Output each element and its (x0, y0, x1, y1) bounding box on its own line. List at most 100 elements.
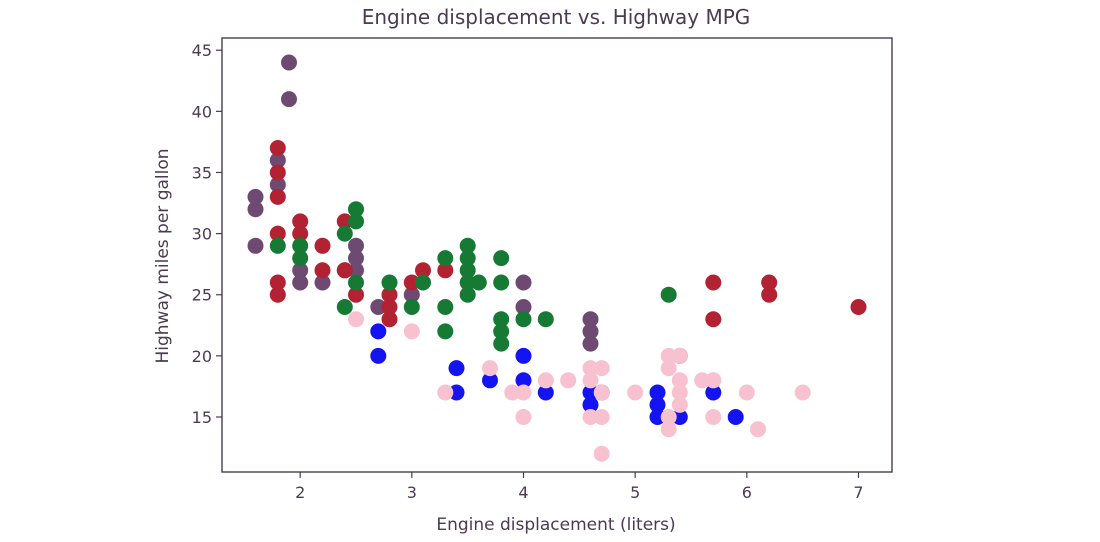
data-point (537, 372, 554, 389)
data-point (292, 262, 309, 279)
data-point (582, 311, 599, 328)
data-point (381, 286, 398, 303)
data-point (582, 372, 599, 389)
data-point (582, 396, 599, 413)
data-point (515, 409, 532, 425)
data-point (671, 347, 688, 364)
data-point (515, 347, 532, 364)
chart-title: Engine displacement vs. Highway MPG (362, 5, 751, 29)
data-point (705, 409, 722, 425)
data-point (336, 213, 353, 230)
data-point (437, 384, 454, 401)
data-point (671, 396, 688, 413)
data-point (269, 225, 286, 242)
data-point (381, 299, 398, 315)
data-point (705, 311, 722, 328)
data-point (504, 384, 521, 401)
data-point (459, 274, 476, 291)
x-tick-label: 4 (518, 483, 528, 502)
data-point (649, 409, 666, 425)
data-point (537, 384, 554, 401)
data-point (292, 274, 309, 291)
data-point (437, 262, 454, 279)
data-point (459, 262, 476, 279)
y-axis-ticks: 15 20 25 30 35 40 45 (192, 41, 222, 427)
data-point (370, 299, 387, 315)
data-point (459, 237, 476, 254)
data-point (493, 274, 510, 291)
y-tick-label: 40 (192, 102, 212, 121)
data-point (660, 347, 677, 364)
data-point (314, 274, 331, 291)
x-tick-label: 5 (630, 483, 640, 502)
data-point (415, 274, 431, 291)
data-point (750, 421, 766, 438)
data-point (403, 286, 420, 303)
x-tick-label: 6 (742, 483, 752, 502)
data-point (247, 201, 264, 218)
data-point (582, 384, 599, 401)
data-point (705, 372, 722, 389)
data-point (348, 250, 364, 267)
data-point (593, 360, 610, 377)
data-point (403, 323, 420, 340)
data-point (582, 335, 599, 352)
data-point (850, 299, 867, 315)
data-point (649, 384, 666, 401)
data-point (437, 250, 454, 267)
data-point (671, 384, 688, 401)
data-point (281, 54, 297, 71)
data-point (292, 237, 309, 254)
data-point (381, 311, 398, 328)
data-point (459, 250, 476, 267)
data-point (593, 409, 610, 425)
data-point (348, 201, 364, 218)
data-point (515, 274, 532, 291)
data-point (694, 372, 711, 389)
y-tick-label: 35 (192, 163, 212, 182)
data-point (336, 262, 353, 279)
data-point (269, 152, 286, 169)
data-point (482, 360, 498, 377)
data-point (370, 347, 387, 364)
y-tick-label: 20 (192, 347, 212, 366)
data-point (269, 140, 286, 156)
data-point (459, 286, 476, 303)
data-point (348, 311, 364, 328)
data-point (482, 372, 498, 389)
x-tick-label: 7 (853, 483, 863, 502)
data-point (448, 360, 465, 377)
data-point (493, 323, 510, 340)
data-point (314, 237, 331, 254)
data-point (348, 286, 364, 303)
x-axis-ticks: 2 3 4 5 6 7 (295, 472, 864, 502)
data-point (560, 372, 577, 389)
y-tick-label: 25 (192, 286, 212, 305)
y-axis-label: Highway miles per gallon (153, 148, 173, 363)
data-point (281, 91, 297, 108)
data-point (515, 384, 532, 401)
points-layer (247, 54, 867, 462)
x-tick-label: 3 (407, 483, 417, 502)
data-point (247, 237, 264, 254)
data-point (336, 225, 353, 242)
data-point (593, 445, 610, 462)
data-point (437, 299, 454, 315)
data-point (660, 421, 677, 438)
data-point (269, 188, 286, 205)
data-point (437, 323, 454, 340)
data-point (493, 250, 510, 267)
x-axis-label: Engine displacement (liters) (436, 515, 675, 535)
y-tick-label: 30 (192, 225, 212, 244)
data-point (794, 384, 811, 401)
data-point (448, 384, 465, 401)
data-point (269, 176, 286, 193)
data-point (415, 262, 431, 279)
data-point (515, 372, 532, 389)
data-point (269, 286, 286, 303)
data-point (269, 164, 286, 181)
data-point (727, 409, 744, 425)
data-point (582, 323, 599, 340)
